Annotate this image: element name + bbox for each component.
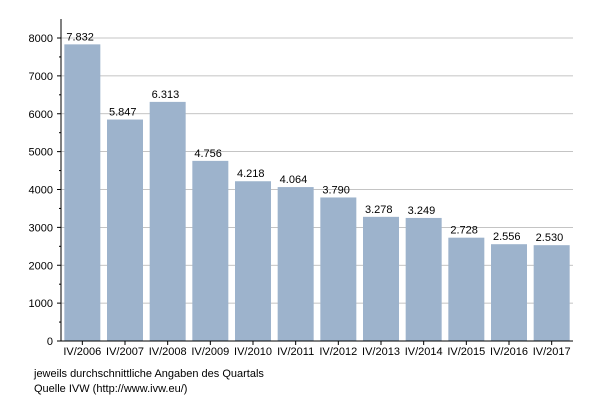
footnote-source: Quelle IVW (http://www.ivw.eu/) xyxy=(34,383,188,395)
x-tick-label-IV/2006: IV/2006 xyxy=(63,346,101,358)
data-label-IV/2007: 5.847 xyxy=(109,107,137,119)
data-label-IV/2014: 3.249 xyxy=(408,205,436,217)
x-tick-label-IV/2008: IV/2008 xyxy=(149,346,187,358)
y-tick-label-6000: 6000 xyxy=(29,109,53,121)
data-label-IV/2010: 4.218 xyxy=(237,168,265,180)
data-label-IV/2013: 3.278 xyxy=(365,204,393,216)
y-tick-label-3000: 3000 xyxy=(29,222,53,234)
data-label-IV/2008: 6.313 xyxy=(152,89,180,101)
data-label-IV/2009: 4.756 xyxy=(194,148,222,160)
x-tick-label-IV/2017: IV/2017 xyxy=(533,346,571,358)
bar-IV/2014 xyxy=(405,217,442,341)
data-label-IV/2017: 2.530 xyxy=(536,232,564,244)
labels: 0 1000 2000 3000 4000 5000 6000 7000 8000 7.832 IV… xyxy=(29,31,571,358)
x-tick-label-IV/2013: IV/2013 xyxy=(362,346,400,358)
bar-IV/2010 xyxy=(235,181,271,341)
bar-chart: 0 1000 2000 3000 4000 5000 6000 7000 8000 7.832 IV… xyxy=(29,19,573,358)
bar-IV/2009 xyxy=(192,160,229,341)
x-tick-label-IV/2016: IV/2016 xyxy=(490,346,528,358)
data-label-IV/2006: 7.832 xyxy=(66,31,94,43)
x-tick-label-IV/2007: IV/2007 xyxy=(106,346,144,358)
y-tick-label-0: 0 xyxy=(47,336,53,348)
bar-IV/2011 xyxy=(277,187,314,341)
axes xyxy=(57,19,573,345)
x-tick-label-IV/2012: IV/2012 xyxy=(319,346,357,358)
gridlines xyxy=(61,37,573,304)
bar-IV/2006 xyxy=(64,44,101,341)
bar-IV/2008 xyxy=(149,101,186,341)
x-tick-label-IV/2014: IV/2014 xyxy=(405,346,443,358)
y-tick-label-5000: 5000 xyxy=(29,147,53,159)
bar-IV/2015 xyxy=(448,237,485,341)
y-tick-label-2000: 2000 xyxy=(29,260,53,272)
y-tick-label-4000: 4000 xyxy=(29,185,53,197)
bar-IV/2007 xyxy=(107,119,143,341)
bar-IV/2016 xyxy=(491,244,527,341)
bar-IV/2013 xyxy=(363,216,399,341)
y-tick-label-1000: 1000 xyxy=(29,298,53,310)
y-tick-label-7000: 7000 xyxy=(29,71,53,83)
data-label-IV/2016: 2.556 xyxy=(493,231,521,243)
data-label-IV/2011: 4.064 xyxy=(280,174,308,186)
x-tick-label-IV/2011: IV/2011 xyxy=(277,346,314,358)
x-tick-label-IV/2010: IV/2010 xyxy=(234,346,272,358)
data-label-IV/2015: 2.728 xyxy=(450,225,478,237)
bar-IV/2012 xyxy=(320,197,357,341)
y-tick-label-8000: 8000 xyxy=(29,33,53,45)
x-tick-label-IV/2015: IV/2015 xyxy=(447,346,485,358)
footnote-quarter-averages: jeweils durchschnittliche Angaben des Qu… xyxy=(34,368,264,380)
x-tick-label-IV/2009: IV/2009 xyxy=(191,346,229,358)
bar-IV/2017 xyxy=(533,245,570,341)
data-label-IV/2012: 3.790 xyxy=(322,184,350,196)
bars xyxy=(64,44,570,341)
